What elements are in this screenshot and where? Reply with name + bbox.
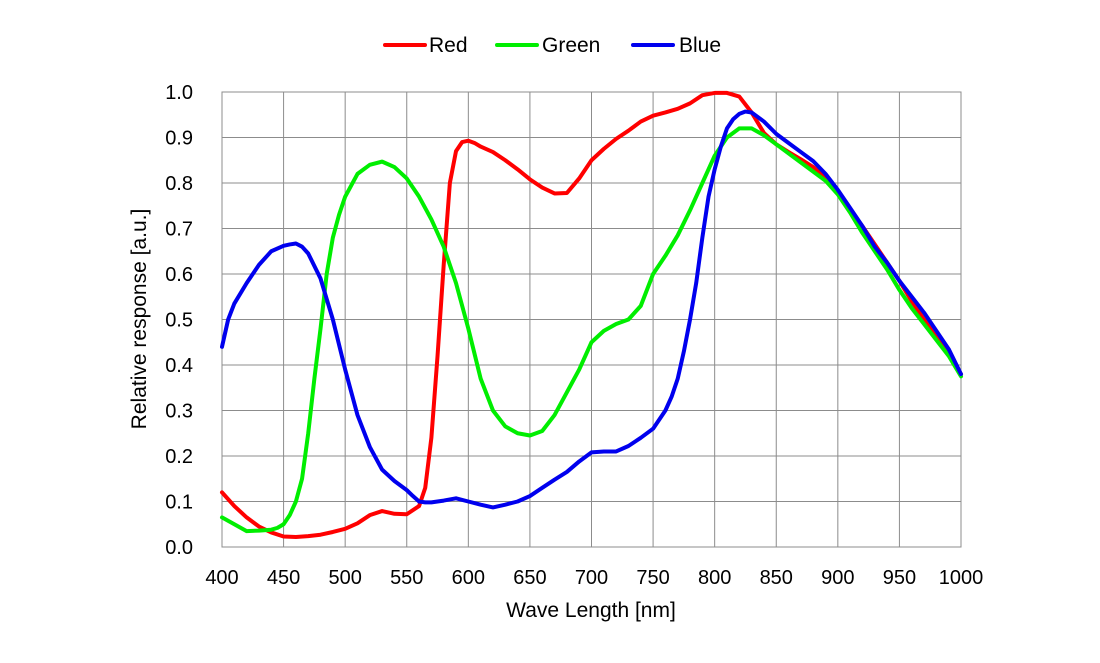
x-tick-label: 900	[821, 567, 854, 589]
plot-frame	[221, 91, 962, 548]
legend-item-blue: Blue	[631, 34, 721, 57]
y-tick-label: 0.9	[165, 128, 193, 150]
y-axis-title: Relative response [a.u.]	[128, 209, 151, 430]
x-tick-label: 400	[205, 567, 238, 589]
x-tick-label: 500	[328, 567, 361, 589]
x-tick-label: 950	[883, 567, 916, 589]
y-tick-label: 0.3	[165, 401, 193, 423]
y-tick-label: 0.7	[165, 219, 193, 241]
x-tick-label: 550	[390, 567, 423, 589]
legend: Red Green Blue	[383, 34, 721, 57]
y-axis: 0.0 0.1 0.2 0.3 0.4 0.5 0.6 0.7 0.8 0.9 1.0	[165, 82, 193, 559]
legend-label-blue: Blue	[679, 34, 721, 57]
y-tick-label: 1.0	[165, 82, 193, 104]
x-axis: 400 450 500 550 600 650 700 750 800 850 900 950 1000	[205, 567, 983, 589]
x-axis-title: Wave Length [nm]	[506, 599, 676, 622]
series-line-green	[220, 126, 963, 534]
y-tick-label: 0.5	[165, 310, 193, 332]
y-tick-label: 0.6	[165, 264, 193, 286]
legend-item-red: Red	[383, 34, 468, 57]
y-tick-label: 0.4	[165, 355, 193, 377]
x-tick-label: 850	[760, 567, 793, 589]
x-tick-label: 750	[636, 567, 669, 589]
plot-area-border	[221, 91, 962, 548]
series-layer	[220, 90, 963, 539]
x-tick-label: 450	[267, 567, 300, 589]
y-tick-label: 0.0	[165, 537, 193, 559]
x-tick-label: 600	[452, 567, 485, 589]
y-tick-label: 0.2	[165, 446, 193, 468]
legend-label-red: Red	[429, 34, 468, 57]
x-tick-label: 650	[513, 567, 546, 589]
legend-item-green: Green	[495, 34, 600, 57]
x-tick-label: 1000	[939, 567, 984, 589]
x-tick-label: 700	[575, 567, 608, 589]
x-tick-label: 800	[698, 567, 731, 589]
y-tick-label: 0.8	[165, 173, 193, 195]
legend-label-green: Green	[542, 34, 600, 57]
y-tick-label: 0.1	[165, 492, 193, 514]
series-line-blue	[220, 109, 963, 510]
